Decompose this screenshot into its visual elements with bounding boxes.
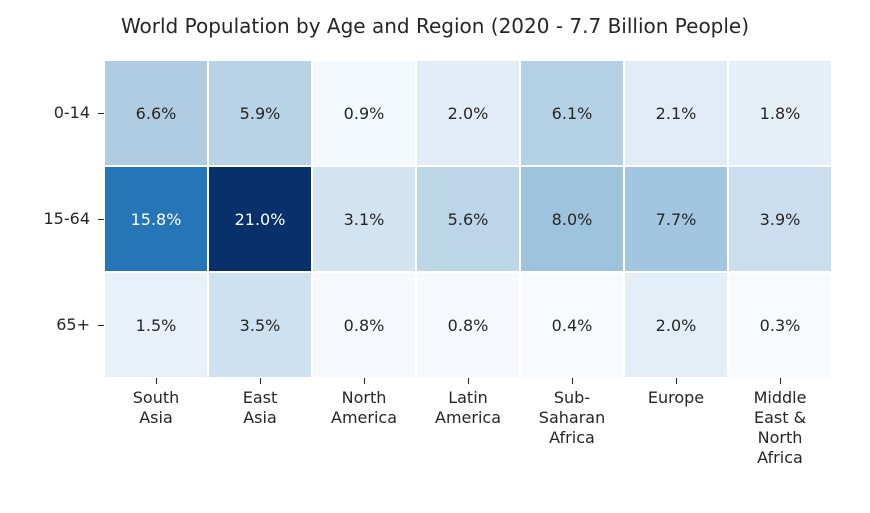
heatmap-cell: 7.7% [624,166,728,272]
y-tick [98,113,104,114]
x-tick [156,378,157,384]
heatmap-chart: World Population by Age and Region (2020… [0,0,870,513]
x-tick [676,378,677,384]
x-axis-label: Latin America [416,388,520,428]
heatmap-cell: 21.0% [208,166,312,272]
heatmap-cell: 5.9% [208,60,312,166]
heatmap-cell: 2.1% [624,60,728,166]
x-axis-label: South Asia [104,388,208,428]
heatmap-cell: 5.6% [416,166,520,272]
x-tick [260,378,261,384]
chart-title: World Population by Age and Region (2020… [0,14,870,38]
y-axis-label: 15-64 [10,209,90,228]
heatmap-cell: 0.4% [520,272,624,378]
heatmap-cell: 2.0% [416,60,520,166]
heatmap-cell: 0.3% [728,272,832,378]
y-axis-label: 0-14 [10,103,90,122]
y-tick [98,325,104,326]
heatmap-cell: 0.8% [416,272,520,378]
x-tick [572,378,573,384]
x-tick [364,378,365,384]
heatmap-cell: 0.8% [312,272,416,378]
heatmap-cell: 2.0% [624,272,728,378]
heatmap-cell: 3.5% [208,272,312,378]
x-axis-label: Middle East & North Africa [728,388,832,468]
heatmap-cell: 0.9% [312,60,416,166]
x-axis-label: North America [312,388,416,428]
x-axis-label: East Asia [208,388,312,428]
heatmap-cell: 6.1% [520,60,624,166]
heatmap-cell: 15.8% [104,166,208,272]
y-axis-label: 65+ [10,315,90,334]
heatmap-cell: 1.8% [728,60,832,166]
heatmap-cell: 3.9% [728,166,832,272]
x-axis-label: Europe [624,388,728,408]
y-tick [98,219,104,220]
plot-area: 6.6%5.9%0.9%2.0%6.1%2.1%1.8%15.8%21.0%3.… [104,60,832,378]
heatmap-cell: 1.5% [104,272,208,378]
heatmap-cell: 3.1% [312,166,416,272]
x-tick [468,378,469,384]
x-tick [780,378,781,384]
heatmap-cell: 8.0% [520,166,624,272]
heatmap-cell: 6.6% [104,60,208,166]
x-axis-label: Sub- Saharan Africa [520,388,624,448]
